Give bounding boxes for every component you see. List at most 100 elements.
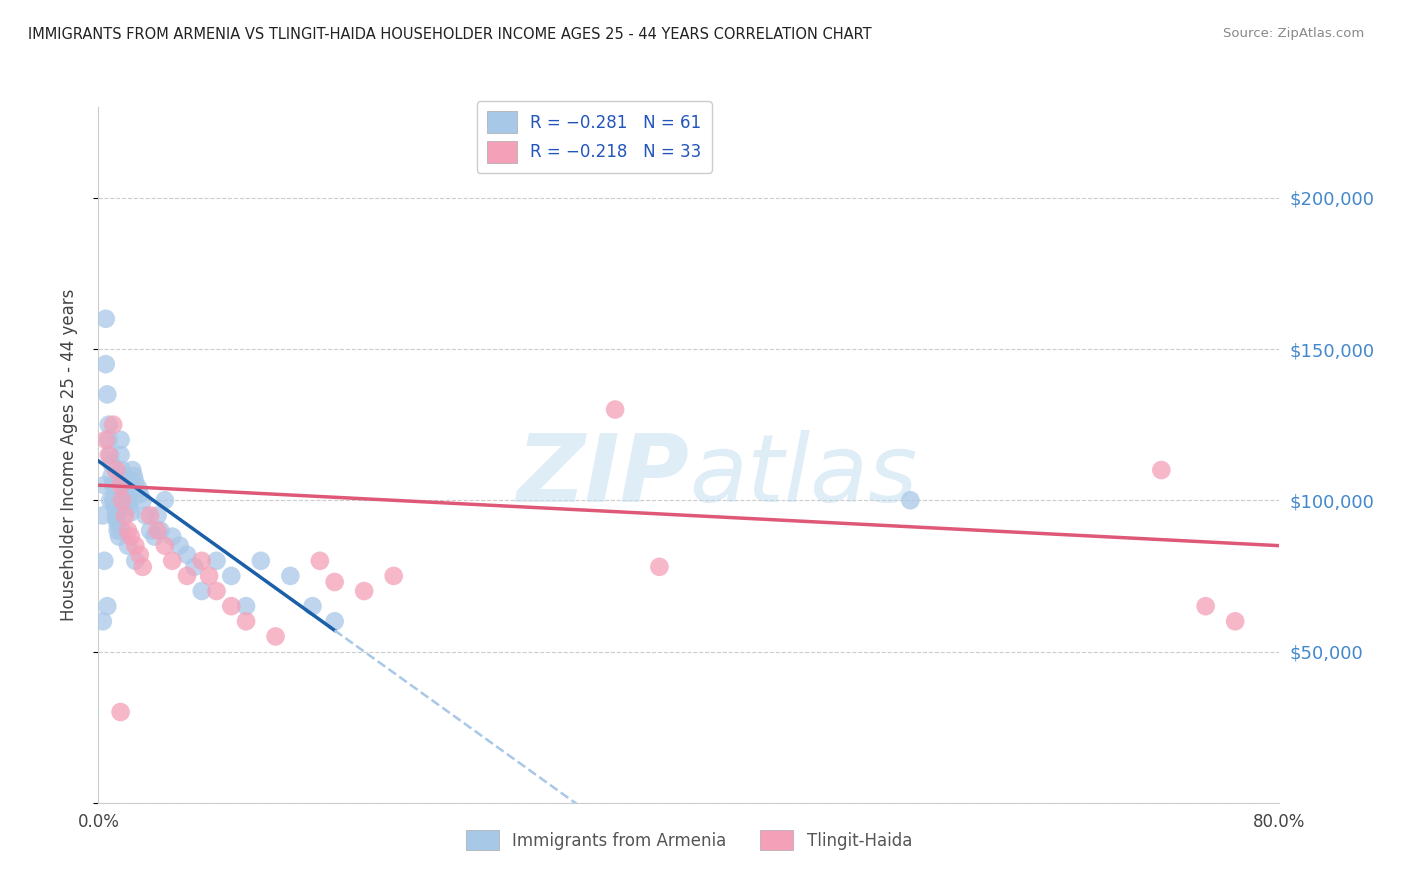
Point xyxy=(103,478,125,492)
Point xyxy=(149,524,172,538)
Point xyxy=(235,599,257,614)
Point xyxy=(94,357,117,371)
Point xyxy=(132,559,155,574)
Point xyxy=(120,505,142,519)
Point xyxy=(105,463,128,477)
Point xyxy=(96,599,118,614)
Point xyxy=(139,524,162,538)
Point xyxy=(97,448,120,462)
Point xyxy=(111,524,134,538)
Point xyxy=(382,569,405,583)
Point xyxy=(146,508,169,523)
Point xyxy=(111,463,134,477)
Point xyxy=(143,530,166,544)
Point xyxy=(110,448,132,462)
Point xyxy=(110,433,132,447)
Point xyxy=(323,615,346,629)
Point xyxy=(105,508,128,523)
Point xyxy=(221,599,243,614)
Point xyxy=(98,493,121,508)
Point xyxy=(124,554,146,568)
Point xyxy=(120,530,142,544)
Point xyxy=(112,475,135,490)
Point xyxy=(108,530,131,544)
Point xyxy=(124,539,146,553)
Point xyxy=(118,500,141,514)
Y-axis label: Householder Income Ages 25 - 44 years: Householder Income Ages 25 - 44 years xyxy=(59,289,77,621)
Point xyxy=(117,539,139,553)
Point xyxy=(176,548,198,562)
Point xyxy=(605,402,627,417)
Point xyxy=(107,524,129,538)
Point xyxy=(103,493,125,508)
Point xyxy=(98,448,121,462)
Point xyxy=(128,548,150,562)
Point xyxy=(100,457,122,471)
Point xyxy=(191,584,214,599)
Text: ZIP: ZIP xyxy=(516,430,689,522)
Point xyxy=(97,417,120,432)
Point xyxy=(117,524,139,538)
Point xyxy=(900,493,922,508)
Point xyxy=(250,554,273,568)
Point xyxy=(309,554,332,568)
Point xyxy=(122,469,145,483)
Point xyxy=(205,554,228,568)
Point xyxy=(128,487,150,501)
Point xyxy=(91,508,114,523)
Point xyxy=(111,493,134,508)
Point xyxy=(111,469,134,483)
Point xyxy=(114,481,136,495)
Point xyxy=(139,508,162,523)
Point xyxy=(104,500,127,514)
Point xyxy=(115,487,138,501)
Point xyxy=(93,478,115,492)
Point xyxy=(97,433,120,447)
Point xyxy=(353,584,375,599)
Point xyxy=(162,554,183,568)
Point xyxy=(221,569,243,583)
Point xyxy=(1225,615,1247,629)
Point xyxy=(176,569,198,583)
Point xyxy=(280,569,302,583)
Point xyxy=(117,493,139,508)
Point xyxy=(94,433,117,447)
Point xyxy=(648,559,671,574)
Text: Source: ZipAtlas.com: Source: ZipAtlas.com xyxy=(1223,27,1364,40)
Point xyxy=(191,554,214,568)
Point xyxy=(146,524,169,538)
Text: IMMIGRANTS FROM ARMENIA VS TLINGIT-HAIDA HOUSEHOLDER INCOME AGES 25 - 44 YEARS C: IMMIGRANTS FROM ARMENIA VS TLINGIT-HAIDA… xyxy=(28,27,872,42)
Point xyxy=(91,615,114,629)
Point xyxy=(264,629,287,643)
Point xyxy=(162,530,183,544)
Point xyxy=(205,584,228,599)
Point xyxy=(110,478,132,492)
Point xyxy=(124,475,146,490)
Point xyxy=(96,387,118,401)
Point xyxy=(105,511,128,525)
Point xyxy=(105,505,128,519)
Point xyxy=(235,615,257,629)
Point xyxy=(1195,599,1218,614)
Point xyxy=(153,539,176,553)
Point xyxy=(1150,463,1173,477)
Point xyxy=(107,517,129,532)
Point xyxy=(121,463,143,477)
Point xyxy=(94,311,117,326)
Point xyxy=(110,705,132,719)
Point xyxy=(93,554,115,568)
Point xyxy=(169,539,191,553)
Point xyxy=(198,569,221,583)
Point xyxy=(100,469,122,483)
Point xyxy=(127,481,149,495)
Point xyxy=(301,599,323,614)
Point xyxy=(153,493,176,508)
Point xyxy=(114,508,136,523)
Point xyxy=(323,574,346,589)
Text: atlas: atlas xyxy=(689,430,917,521)
Point xyxy=(132,493,155,508)
Point xyxy=(135,508,157,523)
Legend: Immigrants from Armenia, Tlingit-Haida: Immigrants from Armenia, Tlingit-Haida xyxy=(460,823,918,857)
Point xyxy=(183,559,205,574)
Point xyxy=(103,417,125,432)
